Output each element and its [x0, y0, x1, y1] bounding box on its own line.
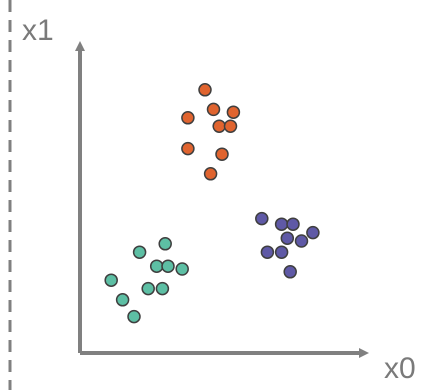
data-point: [181, 111, 195, 125]
data-point: [149, 259, 164, 273]
purple-cluster: [255, 211, 320, 279]
data-point: [206, 102, 221, 117]
x-axis-label: x0: [384, 352, 416, 385]
data-point: [274, 245, 289, 259]
data-point: [260, 245, 275, 259]
points-layer: [104, 83, 320, 324]
data-point: [132, 245, 147, 259]
data-point: [286, 217, 300, 231]
data-point: [175, 262, 189, 276]
data-point: [255, 211, 269, 226]
data-point: [223, 119, 238, 133]
data-point: [203, 167, 218, 181]
data-point: [141, 281, 155, 296]
data-point: [274, 217, 289, 231]
data-point: [155, 281, 170, 296]
data-point: [198, 83, 212, 97]
data-point: [104, 273, 118, 287]
data-point: [280, 231, 295, 245]
data-point: [181, 141, 195, 156]
data-point: [158, 237, 172, 251]
data-point: [127, 309, 141, 324]
data-point: [283, 265, 297, 279]
data-point: [294, 234, 309, 248]
data-point: [306, 225, 320, 240]
data-point: [115, 293, 130, 307]
data-point: [215, 147, 229, 161]
y-axis-label: x1: [22, 14, 54, 47]
data-point: [226, 105, 241, 119]
teal-cluster: [104, 237, 189, 324]
orange-cluster: [181, 83, 241, 181]
data-point: [212, 119, 226, 133]
data-point: [161, 259, 175, 273]
